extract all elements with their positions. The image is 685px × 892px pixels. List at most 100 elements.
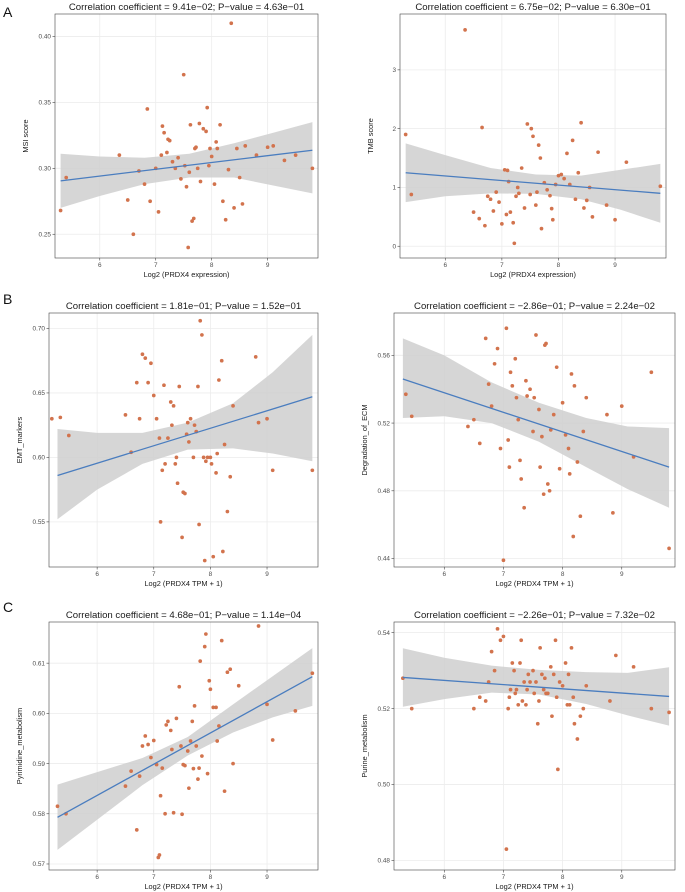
chart-5-point-50 (225, 670, 230, 675)
chart-6-point-61 (649, 706, 654, 711)
chart-3-point-34 (192, 423, 197, 428)
chart-1-point-26 (188, 122, 193, 127)
chart-5-ytick-label-4: 0.61 (33, 660, 46, 667)
chart-5-point-51 (228, 667, 233, 672)
chart-3-point-5 (134, 380, 139, 385)
chart-2-xtick-label-2: 8 (557, 262, 561, 269)
chart-6-x-axis-label: Log2 (PRDX4 TPM + 1) (495, 882, 573, 891)
chart-4-point-20 (518, 458, 522, 463)
chart-6-point-8 (495, 626, 500, 631)
chart-4-point-31 (540, 434, 544, 439)
chart-4-point-48 (575, 460, 580, 464)
chart-1-point-12 (160, 124, 165, 128)
chart-4-point-41 (560, 400, 565, 405)
chart-5-point-43 (208, 687, 213, 692)
chart-5-point-35 (196, 777, 200, 781)
chart-2-point-21 (515, 185, 520, 190)
chart-3-point-45 (209, 462, 214, 466)
chart-6-point-3 (477, 695, 482, 700)
chart-3-point-25 (177, 384, 182, 389)
chart-2-point-22 (517, 191, 521, 196)
chart-5-point-53 (236, 683, 241, 688)
chart-1-point-39 (209, 154, 214, 159)
chart-1-point-30 (194, 145, 198, 150)
chart-2-point-54 (604, 203, 609, 207)
chart-1: 6 7 8 9 0.25 0.30 0.35 0.40 Correlation coeffici… (21, 2, 319, 279)
chart-3-point-33 (191, 455, 196, 460)
chart-1-point-36 (205, 105, 210, 110)
chart-1-point-44 (221, 199, 225, 204)
chart-2-point-29 (533, 203, 538, 207)
chart-5-point-13 (157, 853, 162, 857)
chart-3-point-8 (143, 356, 148, 360)
chart-6-xtick-label-0: 6 (443, 874, 447, 881)
chart-3-point-15 (160, 468, 165, 473)
chart-2-point-28 (531, 134, 535, 139)
chart-1-point-50 (237, 175, 242, 180)
chart-1-point-0 (58, 208, 63, 213)
chart-6-point-2 (472, 706, 476, 711)
chart-4-point-35 (545, 482, 550, 486)
chart-1-point-28 (191, 216, 196, 221)
chart-5-point-31 (190, 719, 195, 724)
chart-3-xtick-label-3: 9 (265, 571, 269, 578)
chart-4-point-24 (525, 394, 529, 398)
chart-3-x-axis-label: Log2 (PRDX4 TPM + 1) (144, 579, 222, 588)
chart-2-point-18 (511, 220, 516, 225)
chart-3-point-30 (185, 420, 190, 425)
chart-3-point-22 (173, 462, 178, 466)
chart-5-point-55 (265, 702, 269, 707)
chart-6-point-52 (571, 695, 576, 700)
chart-5-point-24 (179, 744, 183, 748)
chart-3-point-23 (174, 455, 179, 460)
chart-1-xtick-label-2: 8 (210, 262, 214, 269)
chart-4-point-50 (581, 429, 586, 434)
chart-6-point-15 (510, 661, 515, 665)
chart-4-point-13 (506, 438, 511, 442)
chart-2-regression-line (405, 172, 661, 194)
chart-2-point-11 (497, 200, 501, 204)
chart-3-xtick-label-0: 6 (95, 571, 99, 578)
chart-4-point-39 (554, 365, 559, 370)
chart-4-point-45 (569, 372, 574, 376)
chart-3-point-40 (201, 455, 206, 460)
chart-5-point-20 (170, 747, 174, 752)
chart-2-frame (399, 13, 667, 259)
chart-6-point-26 (526, 672, 531, 677)
chart-5-y-axis-label: Pyrimidine_metabolism (15, 708, 24, 784)
chart-4-xtick-label-0: 6 (443, 571, 447, 578)
chart-3-point-48 (215, 451, 220, 456)
chart-3-ytick-label-1: 0.60 (33, 455, 46, 462)
chart-4-xtick-label-3: 9 (620, 571, 624, 578)
chart-4-point-40 (557, 466, 562, 471)
chart-1-point-31 (195, 166, 200, 171)
chart-2-point-14 (504, 212, 509, 217)
chart-2-point-37 (549, 206, 554, 211)
chart-1-ytick-label-3: 0.40 (39, 34, 52, 41)
chart-1-point-27 (190, 219, 194, 223)
chart-3-xtick-label-1: 7 (152, 571, 156, 578)
chart-3-point-54 (228, 474, 233, 479)
chart-4-point-44 (567, 472, 572, 476)
chart-4-point-36 (547, 488, 552, 493)
chart-5-confidence-band (57, 648, 313, 850)
chart-6-point-25 (525, 687, 529, 692)
chart-1-point-53 (254, 153, 259, 157)
chart-6-regression-line (402, 676, 670, 698)
chart-3-point-24 (175, 481, 180, 486)
chart-6-point-22 (520, 699, 525, 703)
chart-4-point-32 (541, 492, 546, 497)
chart-3-point-3 (123, 413, 128, 417)
chart-1-point-54 (265, 145, 270, 150)
chart-3-regression-line (57, 396, 313, 477)
chart-2: 6 7 8 9 0 1 2 3 Correlation coefficient = 6.75e−… (366, 2, 667, 279)
chart-1-point-10 (156, 209, 161, 214)
chart-6-ytick-label-3: 0.54 (378, 630, 391, 637)
chart-6-point-39 (548, 664, 553, 669)
chart-1-point-40 (212, 182, 217, 186)
chart-2-point-57 (658, 184, 663, 189)
chart-6-frame (393, 621, 676, 871)
chart-2-point-42 (562, 176, 566, 181)
chart-1-point-16 (167, 138, 172, 143)
